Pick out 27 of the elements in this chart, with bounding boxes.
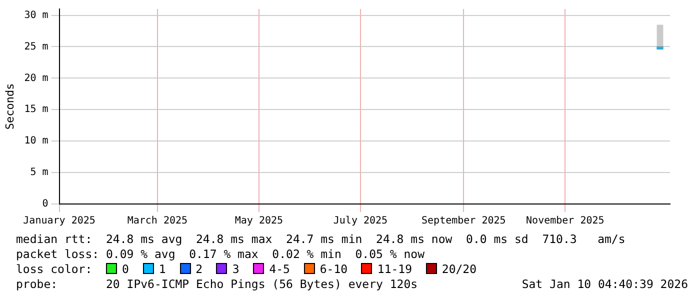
text: packet loss: 0.09 % avg 0.17 % max 0.02 % min 0.05 % now	[16, 247, 426, 262]
text: 0	[122, 262, 129, 276]
text: 3	[232, 262, 240, 276]
y-tick-label: 20 m	[24, 72, 48, 84]
y-axis-title: Seconds	[3, 83, 16, 130]
y-tick-label: 10 m	[24, 136, 48, 147]
x-tick-label: July 2025	[333, 216, 388, 227]
text: 1	[158, 262, 166, 276]
text: Sat Jan 10 04:40:39 2026	[522, 277, 688, 292]
x-tick-label: September 2025	[422, 216, 506, 227]
x-tick-label: May 2025	[234, 216, 284, 227]
text: probe: 20 IPv6-ICMP Echo Pings (56 Bytes) every 120s	[16, 277, 418, 292]
text: loss color:	[16, 262, 94, 276]
y-tick-label: 5 m	[30, 167, 48, 178]
y-tick-label: 0	[42, 198, 48, 210]
text: median rtt: 24.8 ms avg 24.8 ms max 24.7 ms min 24.8 ms now 0.0 ms sd 710.3 am/s	[16, 232, 626, 247]
text: 11-19	[377, 262, 412, 276]
y-tick-label: 30 m	[24, 10, 48, 21]
text: 2	[196, 262, 203, 276]
text: 6-10	[320, 262, 348, 276]
y-tick-label: 25 m	[24, 41, 48, 52]
text: 4-5	[269, 262, 290, 276]
y-tick-label: 15 m	[24, 104, 48, 116]
text: 20/20	[442, 262, 477, 276]
x-tick-label: March 2025	[127, 216, 188, 227]
x-tick-label: January 2025	[23, 216, 96, 227]
x-tick-label: November 2025	[526, 216, 604, 227]
